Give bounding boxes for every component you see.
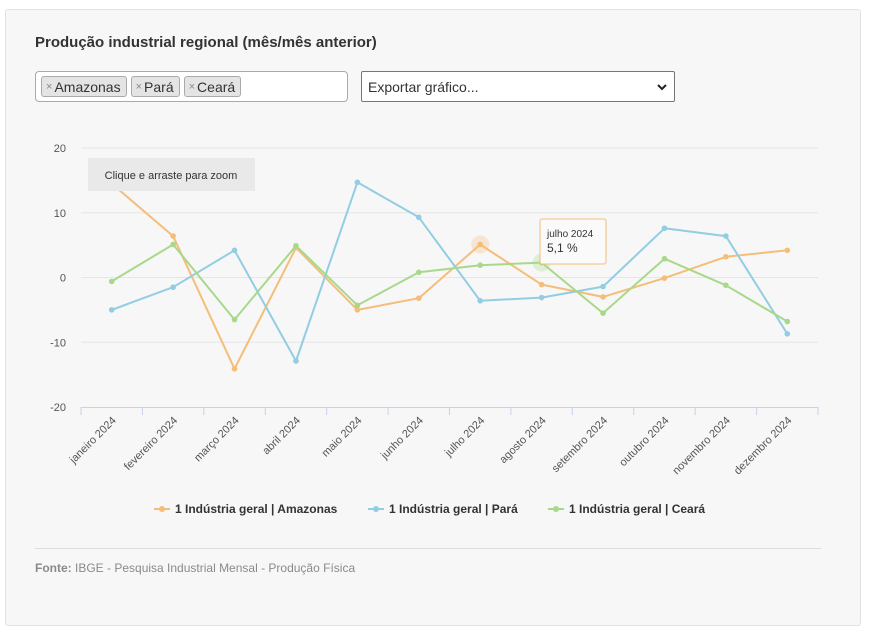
y-axis: 20 10 0 -10 -20 [50, 143, 66, 414]
data-point [231, 247, 238, 254]
chart-series [108, 179, 791, 372]
source-label: Fonte: [35, 561, 72, 575]
series-line [111, 181, 789, 362]
x-tick-label: maio 2024 [320, 415, 365, 460]
x-tick-label: fevereiro 2024 [122, 415, 180, 473]
x-tick-label: novembro 2024 [670, 415, 733, 478]
filter-tag-para: × Pará [130, 76, 180, 97]
zoom-hint: Clique e arraste para zoom [88, 158, 255, 191]
data-point [661, 225, 668, 232]
data-point [723, 282, 729, 289]
data-point [661, 255, 668, 262]
data-point [784, 247, 791, 254]
export-select-value: Exportar gráfico... [368, 78, 479, 95]
data-point [170, 233, 176, 239]
filter-tag-label: Pará [144, 78, 174, 95]
x-tick-label: junho 2024 [378, 415, 426, 463]
chevron-down-icon [657, 83, 667, 90]
tooltip-value: 5,1 % [547, 241, 578, 255]
filter-tag-amazonas: × Amazonas [41, 76, 127, 97]
data-point [170, 284, 176, 291]
data-point [108, 307, 115, 313]
filter-tag-label: Amazonas [54, 78, 121, 95]
legend-label: 1 Indústria geral | Amazonas [175, 502, 338, 516]
chart-card [5, 9, 861, 626]
x-axis: janeiro 2024 fevereiro 2024 março 2024 abri… [67, 407, 819, 478]
export-chart-select[interactable]: Exportar gráfico... [361, 71, 675, 102]
y-tick-label: -20 [50, 402, 66, 414]
legend-item-2[interactable]: 1 Indústria geral | Pará [368, 502, 518, 516]
data-point [170, 241, 176, 248]
region-filter-input[interactable]: × Amazonas × Pará × Ceará [35, 71, 348, 102]
data-point [600, 294, 606, 300]
data-point [661, 275, 668, 281]
x-tick-label: outubro 2024 [617, 415, 671, 469]
tooltip-title: julho 2024 [546, 229, 594, 240]
data-point [354, 302, 361, 309]
y-tick-label: 20 [54, 143, 66, 155]
remove-tag-icon[interactable]: × [188, 80, 196, 93]
x-tick-label: janeiro 2024 [67, 415, 119, 467]
source-text: IBGE - Pesquisa Industrial Mensal - Prod… [75, 561, 356, 575]
source-note: Fonte: IBGE - Pesquisa Industrial Mensal… [35, 561, 355, 575]
data-point [784, 331, 791, 337]
data-point [293, 358, 299, 364]
x-tick-label: agosto 2024 [497, 415, 548, 466]
series-3 [108, 241, 791, 325]
legend-label: 1 Indústria geral | Ceará [569, 502, 705, 516]
data-point [354, 307, 361, 313]
data-point [108, 278, 115, 285]
data-point [538, 281, 545, 288]
x-tick-label: dezembro 2024 [732, 415, 795, 478]
data-point [477, 298, 484, 304]
data-point [600, 310, 606, 316]
chart-grid [81, 147, 818, 343]
data-point [477, 241, 484, 248]
data-point [293, 242, 299, 249]
data-point [354, 179, 361, 186]
legend-item-3[interactable]: 1 Indústria geral | Ceará [548, 502, 705, 516]
data-point [415, 214, 422, 221]
tooltip: julho 2024 5,1 % [539, 218, 607, 265]
footer-divider [35, 548, 821, 549]
filter-tag-ceara: × Ceará [183, 76, 242, 97]
data-point [784, 318, 791, 325]
x-tick-label: setembro 2024 [550, 415, 610, 475]
data-point [231, 365, 238, 372]
y-tick-label: 0 [60, 273, 66, 285]
data-point [415, 295, 422, 302]
hover-halo [471, 235, 490, 254]
data-point [723, 233, 729, 239]
data-point [415, 269, 422, 276]
data-point [600, 283, 606, 290]
x-tick-label: julho 2024 [442, 415, 487, 460]
data-point [231, 316, 238, 323]
series-2 [108, 179, 791, 364]
chart-legend: 1 Indústria geral | Amazonas 1 Indústria … [154, 502, 705, 516]
data-point [538, 294, 545, 301]
remove-tag-icon[interactable]: × [46, 80, 53, 93]
zoom-hint-text: Clique e arraste para zoom [105, 170, 238, 182]
data-point [723, 253, 729, 260]
y-tick-label: 10 [54, 208, 66, 220]
series-line [111, 243, 788, 323]
legend-item-1[interactable]: 1 Indústria geral | Amazonas [154, 502, 338, 516]
filter-tag-label: Ceará [197, 78, 236, 95]
legend-label: 1 Indústria geral | Pará [389, 502, 518, 516]
y-tick-label: -10 [50, 337, 66, 349]
remove-tag-icon[interactable]: × [135, 80, 143, 93]
x-tick-label: abril 2024 [260, 415, 303, 458]
data-point [477, 262, 484, 268]
chart-title: Produção industrial regional (mês/mês an… [35, 34, 377, 51]
series-line [111, 182, 788, 370]
series-1 [108, 180, 791, 372]
x-tick-label: março 2024 [192, 415, 242, 465]
